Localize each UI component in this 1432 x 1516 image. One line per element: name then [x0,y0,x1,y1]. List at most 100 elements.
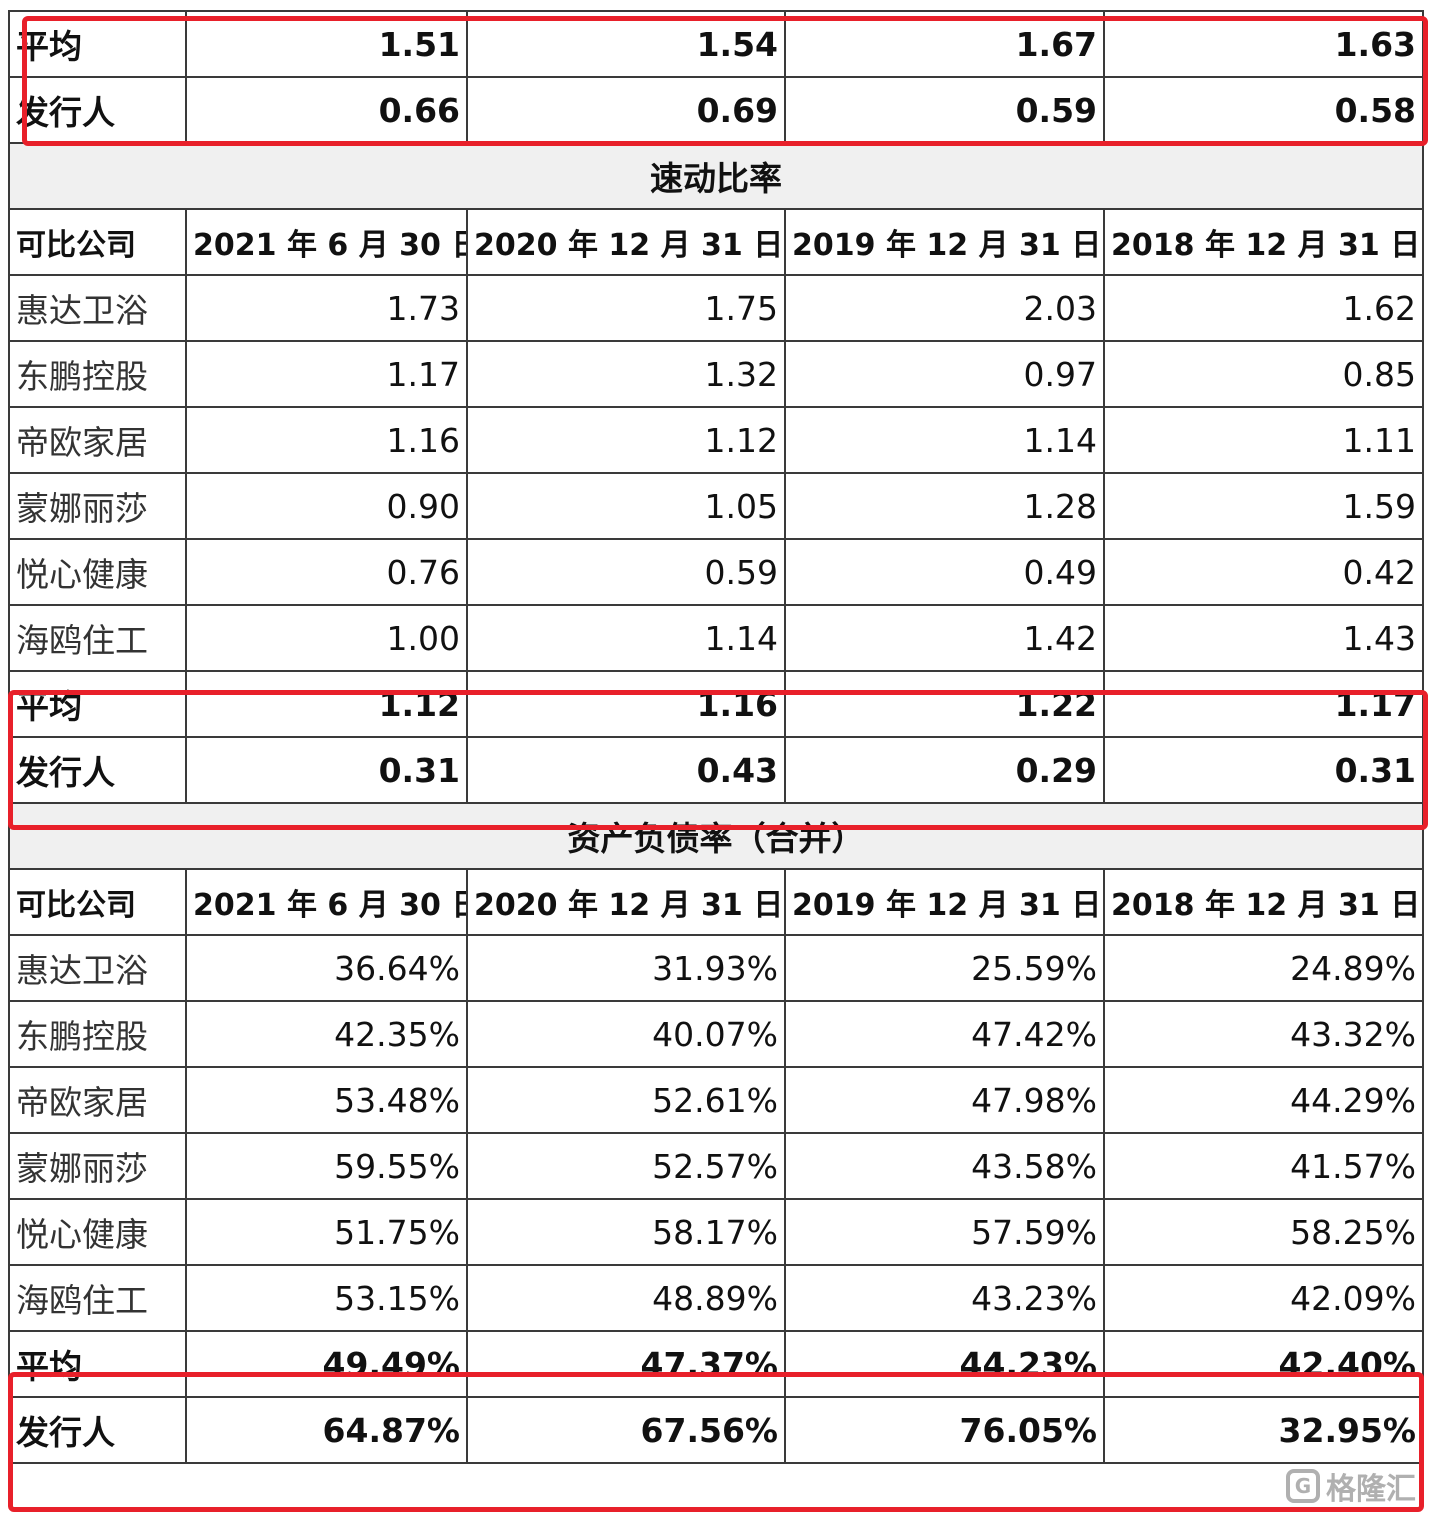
value-cell: 31.93% [466,934,786,1002]
value-cell: 1.43 [1103,604,1424,672]
value-cell: 1.59 [1103,472,1424,540]
header-date: 2019 年 12 月 31 日 [784,868,1105,936]
company-name-cell: 平均 [8,670,187,738]
value-cell: 53.48% [185,1066,468,1134]
header-company: 可比公司 [8,208,187,276]
value-cell: 1.17 [185,340,468,408]
value-cell: 36.64% [185,934,468,1002]
value-cell: 0.49 [784,538,1105,606]
comparison-sheet: 平均 1.51 1.54 1.67 1.63 发行人 0.66 0.69 0.59 0.58 速动比… [8,10,1424,1502]
table-row: 东鹏控股 42.35% 40.07% 47.42% 43.32% [8,1000,1424,1068]
header-date: 2020 年 12 月 31 日 [466,208,786,276]
company-name-cell: 东鹏控股 [8,1000,187,1068]
header-company: 可比公司 [8,868,187,936]
header-date: 2021 年 6 月 30 日 [185,208,468,276]
value-cell: 64.87% [185,1396,468,1464]
table-row: 惠达卫浴 36.64% 31.93% 25.59% 24.89% [8,934,1424,1002]
summary-row: 发行人 0.31 0.43 0.29 0.31 [8,736,1424,804]
value-cell: 59.55% [185,1132,468,1200]
table-row: 海鸥住工 53.15% 48.89% 43.23% 42.09% [8,1264,1424,1332]
value-cell: 0.58 [1103,76,1424,144]
value-cell: 53.15% [185,1264,468,1332]
company-name-cell: 蒙娜丽莎 [8,1132,187,1200]
value-cell: 51.75% [185,1198,468,1266]
value-cell: 1.54 [466,10,786,78]
value-cell: 42.09% [1103,1264,1424,1332]
summary-row: 平均 1.51 1.54 1.67 1.63 [8,10,1424,78]
value-cell: 1.73 [185,274,468,342]
value-cell: 2.03 [784,274,1105,342]
value-cell: 1.12 [466,406,786,474]
value-cell: 44.29% [1103,1066,1424,1134]
section-title: 速动比率 [8,142,1424,210]
value-cell: 0.42 [1103,538,1424,606]
value-cell: 76.05% [784,1396,1105,1464]
value-cell: 0.59 [784,76,1105,144]
summary-row: 发行人 0.66 0.69 0.59 0.58 [8,76,1424,144]
value-cell: 41.57% [1103,1132,1424,1200]
value-cell: 1.28 [784,472,1105,540]
value-cell: 58.17% [466,1198,786,1266]
value-cell: 0.59 [466,538,786,606]
value-cell: 0.43 [466,736,786,804]
value-cell: 42.35% [185,1000,468,1068]
summary-row: 平均 1.12 1.16 1.22 1.17 [8,670,1424,738]
header-date: 2018 年 12 月 31 日 [1103,208,1424,276]
value-cell: 0.31 [1103,736,1424,804]
value-cell: 1.32 [466,340,786,408]
value-cell: 1.05 [466,472,786,540]
company-name-cell: 海鸥住工 [8,604,187,672]
section-debt-ratio: 资产负债率（合并） [8,802,1424,870]
value-cell: 1.42 [784,604,1105,672]
value-cell: 0.31 [185,736,468,804]
watermark-logo-icon: G [1286,1469,1320,1503]
company-name-cell: 蒙娜丽莎 [8,472,187,540]
value-cell: 1.51 [185,10,468,78]
table-row: 惠达卫浴 1.73 1.75 2.03 1.62 [8,274,1424,342]
value-cell: 1.17 [1103,670,1424,738]
company-name-cell: 发行人 [8,736,187,804]
value-cell: 0.90 [185,472,468,540]
company-name-cell: 平均 [8,10,187,78]
value-cell: 0.66 [185,76,468,144]
value-cell: 58.25% [1103,1198,1424,1266]
financial-ratio-table: 平均 1.51 1.54 1.67 1.63 发行人 0.66 0.69 0.59 0.58 速动比… [8,10,1424,1464]
watermark-text: 格隆汇 [1326,1472,1416,1507]
value-cell: 1.62 [1103,274,1424,342]
company-name-cell: 悦心健康 [8,1198,187,1266]
header-date: 2021 年 6 月 30 日 [185,868,468,936]
value-cell: 1.16 [185,406,468,474]
company-name-cell: 悦心健康 [8,538,187,606]
value-cell: 1.00 [185,604,468,672]
header-date: 2018 年 12 月 31 日 [1103,868,1424,936]
value-cell: 1.14 [784,406,1105,474]
value-cell: 1.14 [466,604,786,672]
company-name-cell: 惠达卫浴 [8,274,187,342]
header-date: 2019 年 12 月 31 日 [784,208,1105,276]
value-cell: 1.63 [1103,10,1424,78]
value-cell: 0.97 [784,340,1105,408]
table-row: 悦心健康 0.76 0.59 0.49 0.42 [8,538,1424,606]
value-cell: 47.98% [784,1066,1105,1134]
watermark: G 格隆汇 [1286,1464,1416,1508]
company-name-cell: 平均 [8,1330,187,1398]
value-cell: 43.23% [784,1264,1105,1332]
summary-row: 发行人 64.87% 67.56% 76.05% 32.95% [8,1396,1424,1464]
value-cell: 44.23% [784,1330,1105,1398]
table-header-row: 可比公司 2021 年 6 月 30 日 2020 年 12 月 31 日 2019 … [8,208,1424,276]
value-cell: 47.42% [784,1000,1105,1068]
section-quick-ratio: 速动比率 [8,142,1424,210]
value-cell: 43.58% [784,1132,1105,1200]
value-cell: 1.75 [466,274,786,342]
summary-row: 平均 49.49% 47.37% 44.23% 42.40% [8,1330,1424,1398]
table-row: 东鹏控股 1.17 1.32 0.97 0.85 [8,340,1424,408]
company-name-cell: 帝欧家居 [8,1066,187,1134]
table-row: 蒙娜丽莎 0.90 1.05 1.28 1.59 [8,472,1424,540]
value-cell: 52.57% [466,1132,786,1200]
value-cell: 49.49% [185,1330,468,1398]
table-row: 帝欧家居 1.16 1.12 1.14 1.11 [8,406,1424,474]
value-cell: 67.56% [466,1396,786,1464]
header-date: 2020 年 12 月 31 日 [466,868,786,936]
value-cell: 43.32% [1103,1000,1424,1068]
company-name-cell: 海鸥住工 [8,1264,187,1332]
